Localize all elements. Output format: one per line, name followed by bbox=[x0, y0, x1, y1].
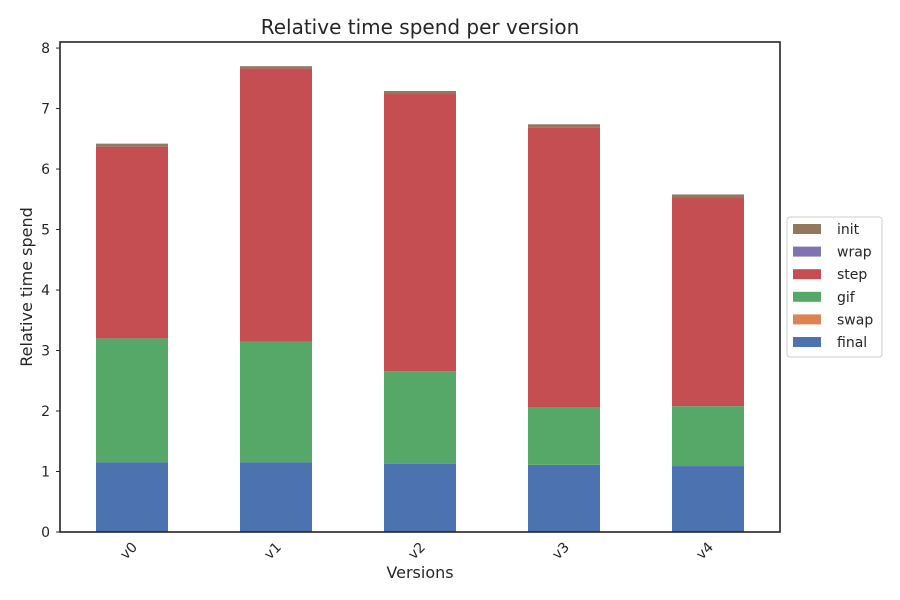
legend-box bbox=[786, 216, 883, 358]
bar-final-v2 bbox=[384, 463, 456, 532]
y-tick-label: 4 bbox=[41, 283, 50, 299]
y-tick-label: 1 bbox=[41, 465, 50, 481]
bar-final-v4 bbox=[672, 466, 744, 532]
x-tick-label-v3: v3 bbox=[549, 540, 572, 563]
bar-gif-v3 bbox=[528, 407, 600, 465]
bar-init-v4 bbox=[672, 194, 744, 198]
x-axis-label: Versions bbox=[386, 563, 453, 582]
bar-gif-v2 bbox=[384, 371, 456, 464]
bar-final-v1 bbox=[240, 462, 312, 532]
y-tick-label: 7 bbox=[41, 102, 50, 118]
bar-init-v2 bbox=[384, 91, 456, 95]
legend: init wrap step gif swap final bbox=[786, 216, 883, 358]
bar-step-v0 bbox=[96, 146, 168, 339]
bar-gif-v1 bbox=[240, 341, 312, 463]
chart-title: Relative time spend per version bbox=[261, 15, 580, 39]
y-axis-label: Relative time spend bbox=[17, 207, 36, 366]
x-tick-label-v0: v0 bbox=[117, 540, 140, 563]
bar-step-v3 bbox=[528, 127, 600, 408]
legend-label-step: step bbox=[837, 267, 867, 283]
y-tick-label: 5 bbox=[41, 223, 50, 239]
legend-label-init: init bbox=[837, 222, 860, 238]
bar-step-v1 bbox=[240, 68, 312, 342]
bar-gif-v4 bbox=[672, 406, 744, 467]
legend-swatch-init bbox=[793, 224, 821, 234]
legend-swatch-final bbox=[793, 337, 821, 347]
x-tick-label-v4: v4 bbox=[693, 539, 717, 563]
bar-init-v1 bbox=[240, 66, 312, 69]
bar-step-v4 bbox=[672, 197, 744, 407]
y-tick-label: 0 bbox=[41, 525, 50, 541]
legend-swatch-step bbox=[793, 269, 821, 280]
bar-final-v3 bbox=[528, 464, 600, 532]
legend-label-gif: gif bbox=[837, 290, 856, 306]
bar-step-v2 bbox=[384, 94, 456, 372]
y-ticks: 0 1 2 3 4 5 6 7 8 bbox=[41, 41, 60, 541]
legend-swatch-swap bbox=[793, 314, 821, 325]
bars-group bbox=[96, 66, 744, 532]
x-tick-label-v2: v2 bbox=[405, 540, 428, 563]
legend-label-swap: swap bbox=[837, 312, 873, 328]
legend-label-final: final bbox=[837, 335, 867, 351]
bar-final-v0 bbox=[96, 462, 168, 532]
x-ticks: v0 v1 v2 v3 v4 bbox=[117, 539, 717, 563]
bar-init-v3 bbox=[528, 124, 600, 128]
y-tick-label: 3 bbox=[41, 344, 50, 360]
plot-frame bbox=[59, 41, 781, 533]
y-tick-label: 2 bbox=[41, 404, 50, 420]
legend-swatch-wrap bbox=[793, 246, 821, 257]
legend-label-wrap: wrap bbox=[837, 245, 872, 261]
y-tick-label: 8 bbox=[41, 41, 50, 57]
y-tick-label: 6 bbox=[41, 162, 50, 178]
x-tick-label-v1: v1 bbox=[261, 540, 284, 563]
bar-init-v0 bbox=[96, 143, 168, 147]
legend-swatch-gif bbox=[793, 291, 821, 302]
bar-gif-v0 bbox=[96, 338, 168, 463]
